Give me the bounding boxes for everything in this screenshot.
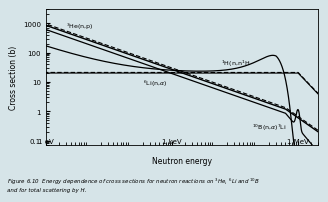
Text: $^{10}$B(n,$\alpha$)$^{7}$Li: $^{10}$B(n,$\alpha$)$^{7}$Li xyxy=(252,122,287,133)
Text: $^{6}$Li(n,$\alpha$): $^{6}$Li(n,$\alpha$) xyxy=(143,78,167,88)
X-axis label: Neutron energy: Neutron energy xyxy=(152,156,212,165)
Text: $^{1}$H(n,n$^{1}$H: $^{1}$H(n,n$^{1}$H xyxy=(221,59,251,69)
Text: 1 MeV: 1 MeV xyxy=(287,138,309,144)
Text: 1 eV: 1 eV xyxy=(38,138,54,144)
Y-axis label: Cross section (b): Cross section (b) xyxy=(9,46,17,110)
Text: $^{3}$He(n,p): $^{3}$He(n,p) xyxy=(66,21,94,32)
Text: 1 keV: 1 keV xyxy=(162,138,182,144)
Text: Figure 6.10  Energy dependence of cross sections for neutron reactions on $^{3}$: Figure 6.10 Energy dependence of cross s… xyxy=(7,176,259,192)
